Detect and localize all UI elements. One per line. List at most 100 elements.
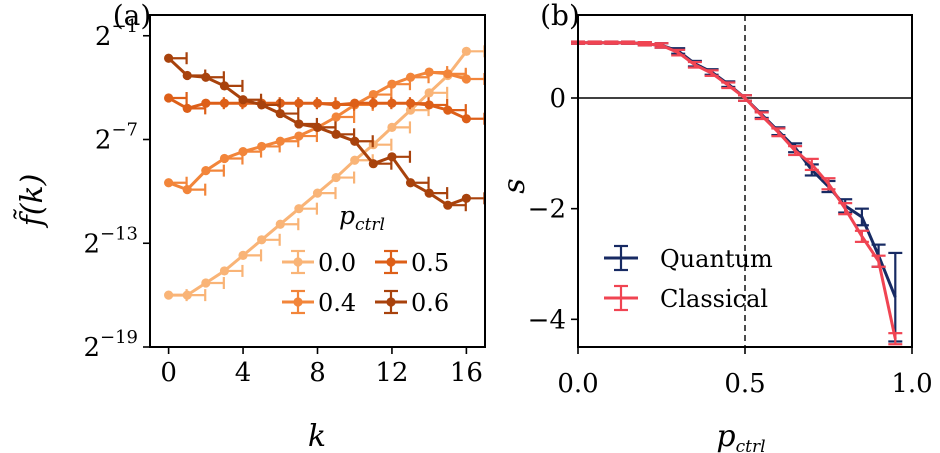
legend-entry-0.5: 0.5 xyxy=(375,249,449,277)
data-point xyxy=(219,266,230,276)
legend-entry-classical: Classical xyxy=(604,284,768,313)
y-tick-label: −2 xyxy=(528,195,566,225)
x-tick-label: 12 xyxy=(375,358,408,388)
data-point xyxy=(294,131,304,141)
data-point xyxy=(182,290,192,300)
x-tick-label: 0.5 xyxy=(724,369,765,399)
panel-b-chart: 0.0 0.5 1.0 0 −2 −4 pctrl s (b) Quantum Classical xyxy=(497,0,933,453)
data-point xyxy=(164,93,174,103)
legend-marker xyxy=(386,257,396,267)
data-point xyxy=(164,53,174,63)
data-point xyxy=(443,105,453,115)
data-point xyxy=(387,98,397,108)
data-point xyxy=(443,200,453,210)
y-tick-label: 2−19 xyxy=(83,327,138,363)
y-axis-label: s xyxy=(497,178,532,193)
legend: Quantum Classical xyxy=(604,244,773,313)
legend-entry-0.6: 0.6 xyxy=(375,289,449,317)
legend-marker xyxy=(386,297,396,307)
legend-title: pctrl xyxy=(339,201,385,235)
data-point xyxy=(201,72,211,82)
data-point xyxy=(331,129,341,139)
data-point xyxy=(294,98,304,108)
data-point xyxy=(312,188,323,198)
data-point xyxy=(257,235,267,245)
legend-label: 0.5 xyxy=(411,249,449,277)
data-point xyxy=(405,72,416,82)
y-axis-label: f̃(k) xyxy=(13,174,50,229)
x-axis-label: pctrl xyxy=(716,419,765,453)
data-point xyxy=(405,98,416,108)
data-point xyxy=(424,188,434,198)
data-point xyxy=(238,147,248,157)
data-point xyxy=(387,152,397,162)
data-point xyxy=(405,178,416,188)
series-0.5 xyxy=(164,92,486,125)
data-point xyxy=(182,185,192,195)
x-tick-label: 16 xyxy=(450,358,483,388)
x-tick-label: 0.0 xyxy=(557,369,598,399)
data-point xyxy=(312,122,323,132)
panel-label-b: (b) xyxy=(540,0,580,32)
data-point xyxy=(182,70,192,81)
data-point xyxy=(461,193,471,203)
data-point xyxy=(219,81,230,91)
series-0.6 xyxy=(164,52,486,212)
data-point xyxy=(350,98,360,108)
data-point xyxy=(424,88,434,98)
data-point xyxy=(294,204,304,214)
data-point xyxy=(164,290,174,300)
data-point xyxy=(275,108,285,119)
y-tick-label: −4 xyxy=(528,305,566,335)
data-point xyxy=(461,46,471,56)
data-point xyxy=(368,98,378,108)
data-point xyxy=(461,114,471,124)
y-tick-label: 2−7 xyxy=(95,120,138,156)
data-point xyxy=(201,98,211,108)
legend-entry-quantum: Quantum xyxy=(604,244,773,273)
legend-entry-0.4: 0.4 xyxy=(282,289,356,317)
legend-label: 0.0 xyxy=(318,249,356,277)
data-point xyxy=(368,159,378,169)
data-point xyxy=(387,79,397,89)
data-point xyxy=(405,105,416,115)
legend: pctrl 0.0 0.5 0.4 0.6 xyxy=(282,201,449,317)
data-point xyxy=(201,166,211,176)
data-point xyxy=(275,219,285,229)
legend-label: Classical xyxy=(660,285,768,313)
data-point xyxy=(331,172,341,183)
data-point xyxy=(201,278,211,288)
y-tick-label: 0 xyxy=(549,84,566,114)
series-classical xyxy=(571,40,903,346)
data-point xyxy=(294,119,304,129)
data-point xyxy=(164,178,174,188)
legend-label: 0.4 xyxy=(318,289,356,317)
data-point xyxy=(350,136,360,146)
panel-label-a: (a) xyxy=(113,0,152,32)
data-point xyxy=(387,122,397,132)
x-axis-label: k xyxy=(308,419,326,453)
data-point xyxy=(350,155,360,165)
x-tick-label: 8 xyxy=(309,358,326,388)
data-point xyxy=(219,98,230,108)
data-point xyxy=(461,74,471,84)
data-point xyxy=(424,67,434,77)
legend-marker xyxy=(293,297,303,307)
legend-label: 0.6 xyxy=(411,289,449,317)
data-point xyxy=(443,69,453,79)
y-tick-label: 2−1 xyxy=(95,16,138,52)
data-point xyxy=(219,153,230,164)
legend-marker xyxy=(293,257,303,267)
data-point xyxy=(275,136,285,146)
x-tick-label: 1.0 xyxy=(891,369,932,399)
x-tick-label: 0 xyxy=(160,358,177,388)
legend-entry-0.0: 0.0 xyxy=(282,249,356,277)
data-point xyxy=(257,141,267,152)
data-point xyxy=(257,100,267,110)
panel-a-plot-area xyxy=(164,45,486,302)
data-point xyxy=(331,100,341,110)
data-point xyxy=(312,98,323,108)
data-point xyxy=(238,95,248,105)
data-point xyxy=(424,100,434,110)
